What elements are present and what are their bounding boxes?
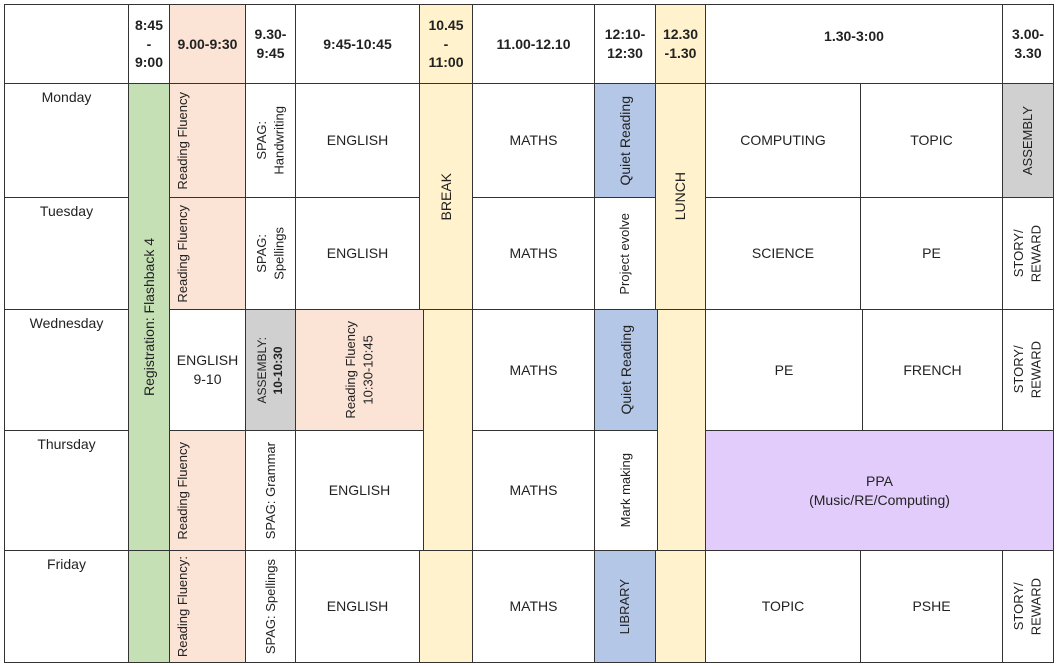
tuesday-english: ENGLISH — [295, 197, 420, 310]
thursday-spag: SPAG: Grammar — [245, 430, 296, 551]
tuesday-project-evolve: Project evolve — [594, 197, 656, 310]
tuesday-spag: SPAG: Spellings — [245, 197, 296, 310]
tuesday-story-reward: STORY/ REWARD — [1002, 197, 1054, 310]
wednesday-assembly-label: ASSEMBLY: — [255, 336, 270, 404]
day-label-tuesday: Tuesday — [4, 197, 129, 310]
friday-story-reward: STORY/ REWARD — [1002, 550, 1054, 663]
friday-pshe: PSHE — [860, 550, 1003, 663]
monday-quiet-reading: Quiet Reading — [594, 83, 656, 198]
day-label-friday: Friday — [4, 550, 129, 663]
monday-maths: MATHS — [472, 83, 595, 198]
friday-topic: TOPIC — [705, 550, 861, 663]
wednesday-assembly: ASSEMBLY: 10-10:30 — [245, 309, 296, 431]
friday-library: LIBRARY — [594, 550, 656, 663]
time-header-1230: 12.30 -1.30 — [655, 4, 706, 84]
monday-computing: COMPUTING — [705, 83, 861, 198]
wednesday-pe: PE — [705, 309, 863, 431]
time-header-300: 3.00- 3.30 — [1002, 4, 1054, 84]
day-label-thursday: Thursday — [4, 430, 129, 551]
header-corner — [4, 4, 129, 84]
time-header-1210: 12:10- 12:30 — [594, 4, 656, 84]
tuesday-science: SCIENCE — [705, 197, 861, 310]
ppa-title: PPA — [866, 472, 893, 489]
wednesday-quiet-reading: Quiet Reading — [594, 309, 658, 431]
friday-spag: SPAG: Spellings — [245, 550, 296, 663]
tuesday-pe: PE — [860, 197, 1003, 310]
registration-block: Registration: Flashback 4 — [128, 83, 170, 551]
time-header-1045: 10.45 - 11:00 — [419, 4, 473, 84]
ppa-subtitle: (Music/RE/Computing) — [809, 491, 950, 508]
tuesday-maths: MATHS — [472, 197, 595, 310]
thursday-maths: MATHS — [472, 430, 595, 551]
monday-spag: SPAG: Handwriting — [245, 83, 296, 198]
wednesday-maths: MATHS — [472, 309, 595, 431]
monday-topic: TOPIC — [860, 83, 1003, 198]
thursday-mark-making: Mark making — [594, 430, 658, 551]
registration-friday — [128, 550, 170, 663]
lunch-block: LUNCH — [655, 83, 706, 310]
time-header-945: 9:45-10:45 — [295, 4, 420, 84]
time-header-930: 9.30- 9:45 — [245, 4, 296, 84]
tuesday-reading-fluency: Reading Fluency — [169, 197, 246, 310]
thursday-ppa: PPA (Music/RE/Computing) — [705, 430, 1054, 551]
thursday-english: ENGLISH — [295, 430, 424, 551]
break-wed-thu — [423, 309, 473, 551]
wednesday-story-reward: STORY/ REWARD — [1002, 309, 1054, 431]
friday-english: ENGLISH — [295, 550, 420, 663]
day-label-monday: Monday — [4, 83, 129, 198]
lunch-friday — [655, 550, 706, 663]
wednesday-reading-fluency: Reading Fluency 10:30-10:45 — [295, 309, 424, 431]
break-block: BREAK — [419, 83, 473, 310]
friday-maths: MATHS — [472, 550, 595, 663]
wednesday-french: FRENCH — [862, 309, 1003, 431]
monday-reading-fluency: Reading Fluency — [169, 83, 246, 198]
time-header-900: 9.00-9:30 — [169, 4, 246, 84]
wednesday-english: ENGLISH 9-10 — [169, 309, 246, 431]
time-header-130: 1.30-3:00 — [705, 4, 1003, 84]
time-header-1100: 11.00-12.10 — [472, 4, 595, 84]
thursday-reading-fluency: Reading Fluency — [169, 430, 246, 551]
break-friday — [419, 550, 473, 663]
monday-english: ENGLISH — [295, 83, 420, 198]
lunch-wed-thu — [657, 309, 706, 551]
day-label-wednesday: Wednesday — [4, 309, 129, 431]
wednesday-assembly-time: 10-10:30 — [271, 345, 286, 395]
monday-assembly: ASSEMBLY — [1002, 83, 1054, 198]
time-header-845: 8:45 - 9:00 — [128, 4, 170, 84]
friday-reading-fluency: Reading Fluency: — [169, 550, 246, 663]
